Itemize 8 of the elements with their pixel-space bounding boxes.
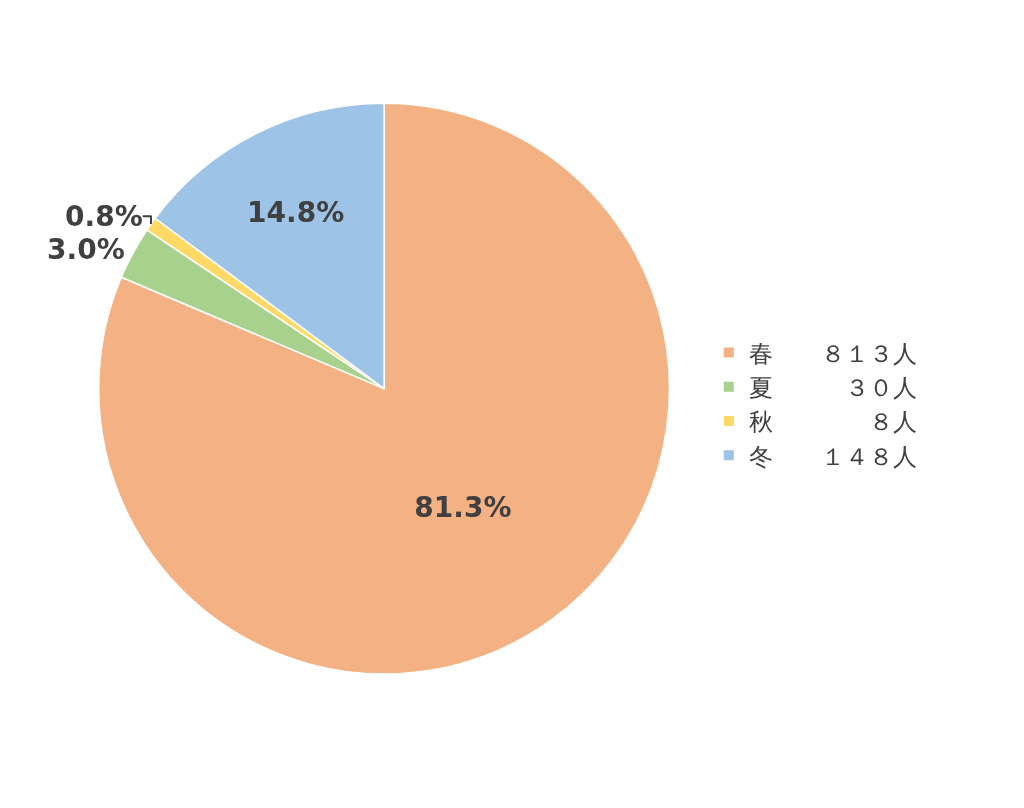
data-label: 0.8% [65, 199, 143, 233]
legend-label: 春 ８１３人 [748, 339, 917, 368]
data-label: 81.3% [414, 491, 512, 525]
data-label: 14.8% [247, 196, 345, 230]
legend-label: 冬 １４８人 [748, 442, 917, 471]
legend-label: 秋 ８人 [748, 408, 917, 437]
data-label: 3.0% [47, 232, 125, 266]
legend-label: 夏 ３０人 [748, 374, 917, 403]
